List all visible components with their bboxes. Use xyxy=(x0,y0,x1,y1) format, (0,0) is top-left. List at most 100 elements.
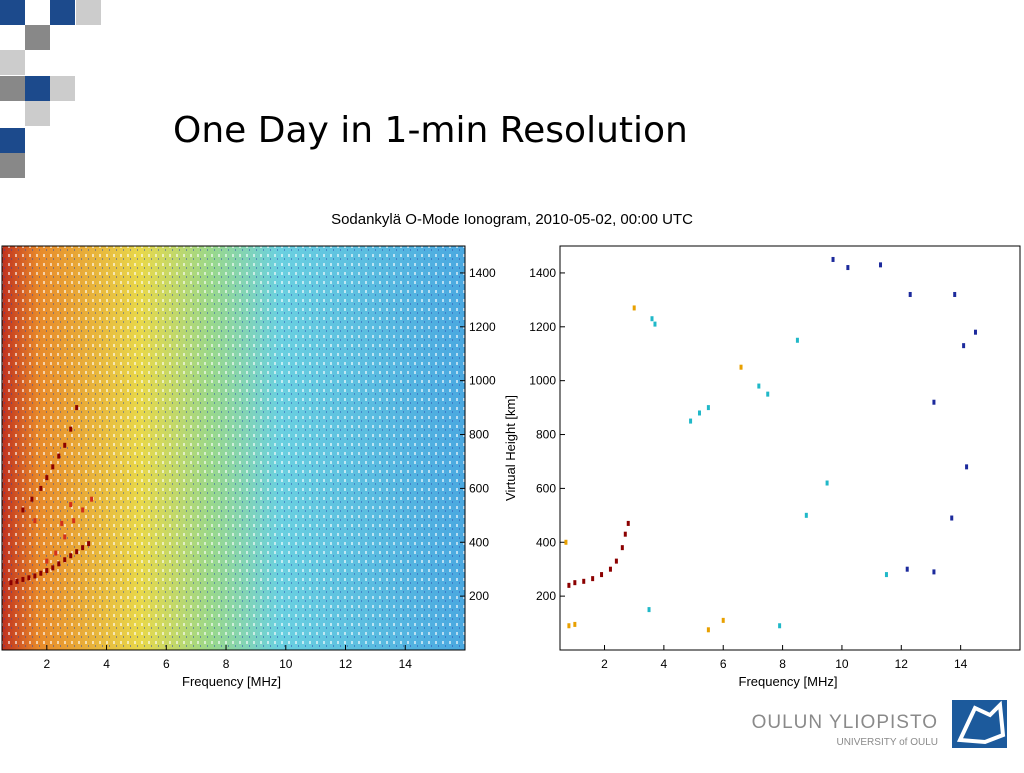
point xyxy=(757,383,761,389)
x-tick-label: 12 xyxy=(895,657,909,671)
point xyxy=(795,337,799,343)
y-tick-label: 200 xyxy=(469,589,489,603)
point xyxy=(45,475,49,481)
point xyxy=(608,566,612,572)
point xyxy=(15,578,19,584)
logo: OULUN YLIOPISTO UNIVERSITY of OULU xyxy=(752,700,1007,748)
x-tick-label: 10 xyxy=(279,657,293,671)
x-tick-label: 10 xyxy=(835,657,849,671)
x-tick-label: 8 xyxy=(779,657,786,671)
point xyxy=(72,518,76,524)
point xyxy=(706,405,710,411)
point xyxy=(623,531,627,537)
point xyxy=(591,576,595,582)
y-tick-label: 1000 xyxy=(529,374,556,388)
point xyxy=(632,305,636,311)
figure-title: Sodankylä O-Mode Ionogram, 2010-05-02, 0… xyxy=(331,211,693,228)
logo-name: OULUN YLIOPISTO xyxy=(752,712,938,733)
point xyxy=(39,570,43,576)
x-tick-label: 12 xyxy=(339,657,353,671)
point xyxy=(647,607,651,613)
x-tick-label: 4 xyxy=(103,657,110,671)
point xyxy=(39,485,43,491)
point xyxy=(21,507,25,513)
point xyxy=(697,410,701,416)
slide-title: One Day in 1-min Resolution xyxy=(173,110,688,151)
point xyxy=(953,291,957,297)
point xyxy=(905,566,909,572)
x-tick-label: 8 xyxy=(223,657,230,671)
point xyxy=(831,256,835,262)
point xyxy=(63,442,67,448)
point xyxy=(69,502,73,508)
point xyxy=(57,453,61,459)
point xyxy=(582,578,586,584)
point xyxy=(567,582,571,588)
y-tick-label: 800 xyxy=(469,428,489,442)
point xyxy=(75,405,79,411)
point xyxy=(573,580,577,586)
point xyxy=(766,391,770,397)
point xyxy=(932,569,936,575)
y-tick-label: 1000 xyxy=(469,374,496,388)
point xyxy=(57,561,61,567)
point xyxy=(51,464,55,470)
x-tick-label: 2 xyxy=(601,657,608,671)
point xyxy=(962,343,966,349)
logo-subname: UNIVERSITY of OULU xyxy=(836,737,938,748)
y-tick-label: 1200 xyxy=(529,320,556,334)
point xyxy=(51,565,55,571)
logo-squares xyxy=(0,0,101,178)
point xyxy=(825,480,829,486)
point xyxy=(45,558,49,564)
point xyxy=(33,518,37,524)
point xyxy=(69,426,73,432)
point xyxy=(614,558,618,564)
x-tick-label: 14 xyxy=(399,657,413,671)
point xyxy=(600,572,604,578)
point xyxy=(932,399,936,405)
y-tick-label: 400 xyxy=(469,535,489,549)
point xyxy=(63,534,67,540)
point xyxy=(75,549,79,555)
x-tick-label: 2 xyxy=(43,657,50,671)
x-axis-label: Frequency [MHz] xyxy=(739,674,838,689)
point xyxy=(653,321,657,327)
point xyxy=(21,576,25,582)
point xyxy=(689,418,693,424)
point xyxy=(90,496,94,502)
plot-frame xyxy=(1,245,466,651)
point xyxy=(63,557,67,563)
point xyxy=(908,291,912,297)
y-tick-label: 600 xyxy=(536,481,556,495)
point xyxy=(33,573,37,579)
point xyxy=(567,623,571,629)
point xyxy=(81,545,85,551)
point xyxy=(87,541,91,547)
point xyxy=(721,617,725,623)
point xyxy=(564,539,568,545)
point xyxy=(739,364,743,370)
point xyxy=(778,623,782,629)
y-tick-label: 1200 xyxy=(469,320,496,334)
point xyxy=(69,553,73,559)
point xyxy=(620,545,624,551)
point xyxy=(27,575,31,581)
point xyxy=(45,568,49,574)
point xyxy=(706,627,710,633)
point xyxy=(965,464,969,470)
y-tick-label: 400 xyxy=(536,535,556,549)
x-axis-label: Frequency [MHz] xyxy=(182,674,281,689)
x-tick-label: 4 xyxy=(661,657,668,671)
x-tick-label: 6 xyxy=(163,657,170,671)
x-tick-label: 14 xyxy=(954,657,968,671)
spectrum-noise xyxy=(2,246,465,650)
x-tick-label: 6 xyxy=(720,657,727,671)
point xyxy=(973,329,977,335)
point xyxy=(573,621,577,627)
point xyxy=(81,507,85,513)
point xyxy=(884,572,888,578)
y-tick-label: 1400 xyxy=(529,266,556,280)
point xyxy=(950,515,954,521)
